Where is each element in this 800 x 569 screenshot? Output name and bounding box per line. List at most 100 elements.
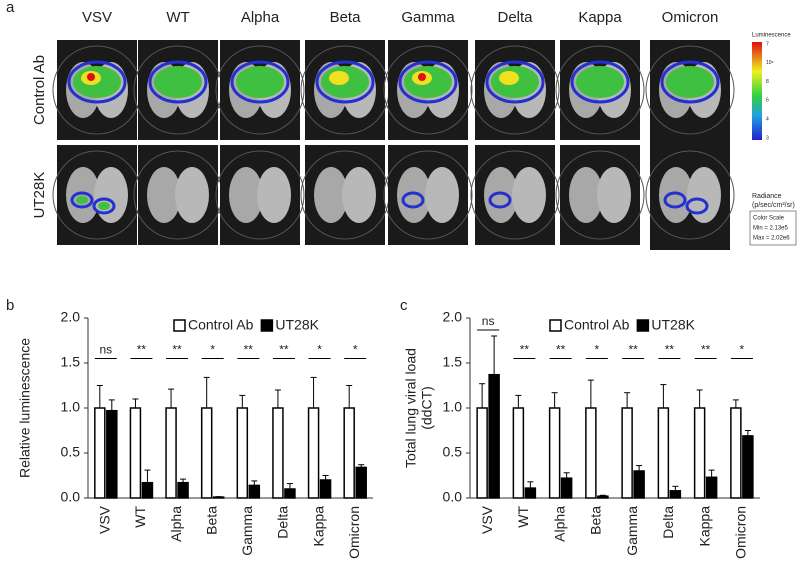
x-tick-label: Gamma (239, 506, 255, 556)
bar (488, 373, 500, 499)
bar (200, 407, 213, 499)
column-label: Alpha (241, 9, 280, 26)
lung (512, 167, 546, 223)
bar (512, 407, 525, 499)
well-ring (215, 45, 305, 135)
y-axis-label: Relative luminescence (17, 338, 33, 478)
bar (106, 409, 118, 499)
bar (693, 407, 706, 499)
legend-label: UT28K (651, 317, 695, 333)
column-label: WT (166, 9, 189, 26)
lung (342, 167, 376, 223)
x-tick-label: Alpha (168, 506, 184, 542)
bar (129, 407, 142, 499)
signal (87, 73, 95, 81)
y-axis-label: Total lung viral load (403, 348, 419, 468)
y-tick-label: 2.0 (61, 309, 81, 325)
x-tick-label: WT (515, 506, 531, 528)
colorbar-tick-label: 7 (766, 41, 769, 47)
signal (76, 196, 88, 204)
signal (230, 60, 290, 104)
lung (314, 167, 348, 223)
signal (488, 191, 512, 209)
bar (212, 496, 225, 499)
signal (499, 71, 519, 85)
significance-label: * (353, 343, 358, 357)
lung (94, 167, 128, 223)
signal (576, 66, 624, 98)
significance-label: * (210, 343, 215, 357)
row-label: Control Ab (31, 55, 48, 125)
bar (284, 488, 296, 499)
x-tick-label: Kappa (310, 506, 326, 547)
signal (70, 191, 94, 209)
significance-label: ns (99, 343, 112, 357)
bar (355, 466, 367, 499)
x-tick-label: Delta (660, 506, 676, 539)
panel-label: a (6, 0, 15, 16)
lung (257, 167, 291, 223)
bar (319, 479, 332, 499)
significance-label: * (740, 343, 745, 357)
legend-label: Control Ab (188, 317, 254, 333)
significance-label: ** (279, 343, 289, 357)
x-tick-label: WT (132, 506, 148, 528)
lung (484, 167, 518, 223)
bar (633, 470, 645, 499)
panel-label: c (400, 297, 408, 314)
signal (660, 60, 720, 104)
signal (663, 191, 687, 209)
signal (401, 191, 425, 209)
bar (248, 484, 261, 499)
bar (343, 407, 355, 499)
colorbar (752, 42, 762, 140)
bar (742, 435, 754, 499)
row-label: UT28K (31, 172, 48, 219)
y-tick-label: 1.5 (443, 354, 463, 370)
significance-label: * (317, 343, 322, 357)
y-tick-label: 0.5 (443, 444, 463, 460)
x-tick-label: VSV (97, 505, 113, 534)
bar (621, 407, 633, 499)
well-ring (383, 45, 473, 135)
signal (148, 60, 208, 104)
y-axis-label: (ddCT) (419, 386, 435, 430)
y-tick-label: 2.0 (443, 309, 463, 325)
x-tick-label: VSV (479, 505, 495, 534)
colorbar-tick-label: 4 (766, 117, 769, 123)
well-ring (470, 150, 560, 240)
x-tick-label: Kappa (696, 506, 712, 547)
significance-label: ** (628, 343, 638, 357)
well-ring (383, 150, 473, 240)
bar (705, 476, 718, 499)
colorbar-tick-label: 10⁶ (766, 60, 774, 66)
y-tick-label: 0.0 (443, 489, 463, 505)
well-ring (555, 45, 645, 135)
signal (67, 60, 127, 104)
legend-label: UT28K (275, 317, 319, 333)
colorbar-tick-label: 8 (766, 79, 769, 85)
signal (92, 197, 116, 215)
lung (229, 167, 263, 223)
signal (418, 73, 426, 81)
legend-swatch (173, 319, 186, 332)
legend-label: Control Ab (564, 317, 630, 333)
x-tick-label: Omicron (346, 506, 362, 559)
x-tick-label: Beta (203, 506, 219, 535)
bar (669, 490, 682, 499)
signal (315, 60, 375, 104)
column-label: VSV (82, 9, 112, 26)
bar (585, 407, 597, 499)
signal (329, 71, 349, 85)
significance-label: ** (701, 343, 711, 357)
colorbar-unit: (p/sec/cm²/sr) (752, 202, 795, 209)
legend-swatch (260, 319, 274, 332)
well-ring (215, 150, 305, 240)
column-label: Omicron (662, 9, 719, 26)
y-tick-label: 1.0 (443, 399, 463, 415)
lung (397, 167, 431, 223)
y-tick-label: 1.5 (61, 354, 81, 370)
signal (570, 60, 630, 104)
x-tick-label: Omicron (733, 506, 749, 559)
